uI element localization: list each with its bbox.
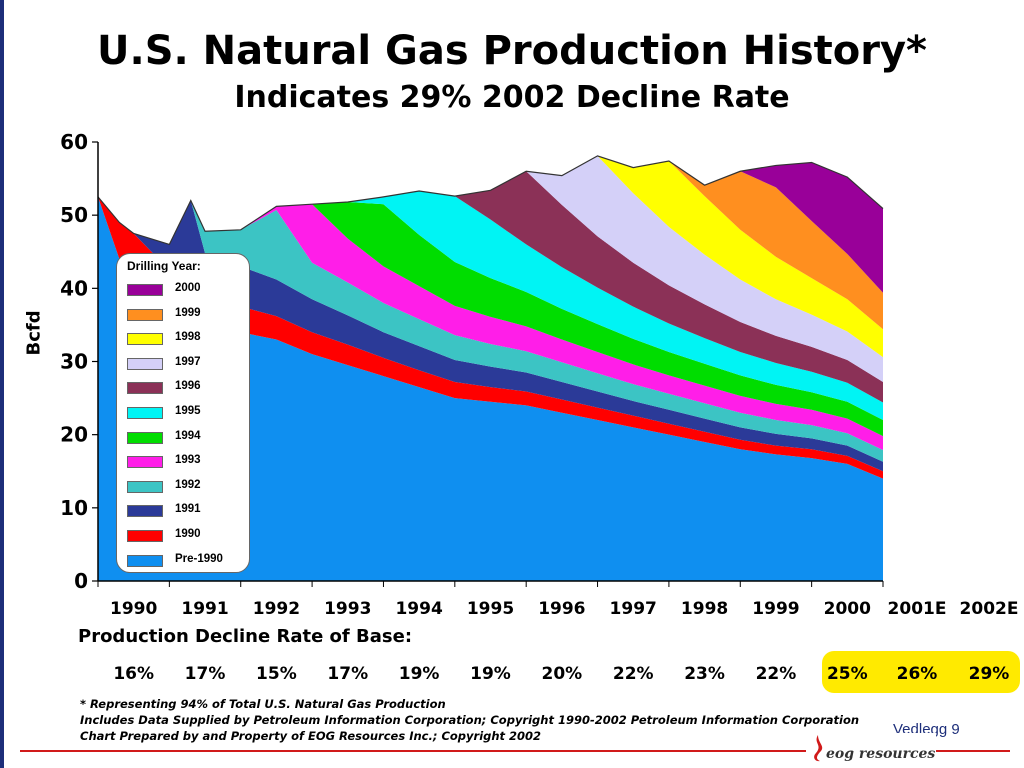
- chart-legend: Drilling Year: 2000 1999 1998 1997 1996 1995 1…: [116, 253, 250, 573]
- y-tick-label-40: 40: [60, 276, 88, 300]
- decline-heading: Production Decline Rate of Base:: [78, 626, 413, 647]
- slide-subtitle: Indicates 29% 2002 Decline Rate: [234, 80, 790, 115]
- series-area-1996: [98, 171, 883, 403]
- x-tick-label-1991: 1991: [181, 599, 229, 619]
- decline-rate-1990: 16%: [113, 664, 155, 684]
- legend-label: 1994: [175, 429, 201, 442]
- x-tick-label-1992: 1992: [252, 599, 301, 619]
- legend-label: 1997: [175, 355, 201, 368]
- slide-title: U.S. Natural Gas Production History*: [97, 28, 927, 74]
- series-area-pre-1990: [98, 196, 883, 581]
- decline-rate-1997: 22%: [612, 664, 654, 684]
- y-tick-label-60: 60: [60, 130, 88, 154]
- highlight-box: [822, 651, 1020, 693]
- legend-swatch: [127, 357, 163, 370]
- decline-rate-2001e: 26%: [896, 664, 938, 684]
- x-tick-label-2002e: 2002E: [959, 599, 1019, 619]
- legend-label: 1998: [175, 331, 201, 344]
- series-area-1994: [98, 196, 883, 437]
- legend-label: 1991: [175, 503, 201, 516]
- decline-rate-1994: 19%: [398, 664, 440, 684]
- legend-label: 1993: [175, 454, 201, 467]
- series-area-1990: [98, 196, 883, 479]
- x-tick-label-1995: 1995: [466, 599, 515, 619]
- decline-rate-1996: 20%: [541, 664, 583, 684]
- legend-label: 1992: [175, 478, 201, 491]
- y-tick-label-30: 30: [60, 350, 88, 374]
- x-tick-label-1997: 1997: [609, 599, 657, 619]
- flame-icon: [814, 735, 823, 762]
- x-tick-label-1996: 1996: [538, 599, 586, 619]
- legend-swatch: [127, 431, 163, 444]
- total-outline: [97, 155, 884, 246]
- legend-swatch: [127, 407, 163, 419]
- x-tick-label-2000: 2000: [823, 599, 871, 619]
- decline-rate-2002e: 29%: [968, 664, 1010, 684]
- legend-label: 1990: [175, 528, 201, 540]
- legend-swatch: [127, 456, 163, 469]
- decline-rate-1991: 17%: [184, 664, 226, 684]
- legend-swatch: [127, 530, 163, 542]
- production-chart: 0 10 20 30 40 50 60: [60, 130, 884, 593]
- legend-label: 2000: [175, 282, 201, 294]
- legend-swatch: [127, 308, 163, 321]
- series-area-1993: [98, 196, 883, 451]
- legend-swatch: [127, 284, 163, 296]
- series-area-1998: [98, 155, 883, 358]
- x-tick-label-2001e: 2001E: [887, 599, 947, 619]
- legend-label: 1995: [175, 405, 201, 417]
- series-area-1992: [98, 196, 883, 462]
- legend-swatch: [127, 333, 163, 346]
- x-tick-label-1998: 1998: [680, 599, 729, 619]
- legend-title: Drilling Year:: [127, 259, 201, 273]
- y-tick-label-0: 0: [74, 569, 88, 593]
- footnote-2: Includes Data Supplied by Petroleum Info…: [80, 713, 860, 727]
- legend-swatch: [127, 505, 163, 518]
- series-area-2000: [98, 155, 883, 293]
- y-axis-label: Bcfd: [23, 310, 45, 356]
- y-tick-label-10: 10: [60, 496, 88, 520]
- legend-swatch: [127, 480, 163, 493]
- x-tick-label-1993: 1993: [324, 599, 372, 619]
- decline-rate-1992: 15%: [256, 664, 297, 684]
- decline-rate-1995: 19%: [470, 664, 511, 684]
- legend-swatch: [127, 382, 163, 395]
- x-tick-label-1990: 1990: [110, 599, 158, 619]
- y-tick-label-50: 50: [60, 203, 88, 227]
- left-border-bar: [0, 0, 4, 768]
- x-tick-label-1994: 1994: [395, 599, 443, 619]
- x-tick-label-1999: 1999: [752, 599, 800, 619]
- legend-label: 1996: [175, 380, 201, 393]
- legend-label: 1999: [175, 306, 201, 319]
- legend-label: Pre-1990: [175, 552, 223, 565]
- decline-rate-1999: 22%: [755, 664, 797, 684]
- decline-rate-2000: 25%: [826, 664, 868, 684]
- decline-rate-1993: 17%: [327, 664, 369, 684]
- series-area-1991: [98, 196, 883, 472]
- logo-text: eog resources: [826, 746, 936, 762]
- eog-logo: eog resources: [806, 733, 936, 765]
- y-tick-label-20: 20: [60, 423, 88, 447]
- decline-rate-1998: 23%: [684, 664, 725, 684]
- series-area-1995: [98, 191, 883, 421]
- footer-rule: [20, 750, 1010, 752]
- footnote-1: * Representing 94% of Total U.S. Natural…: [80, 697, 446, 711]
- legend-swatch: [127, 554, 163, 567]
- footnote-3: Chart Prepared by and Property of EOG Re…: [80, 729, 542, 743]
